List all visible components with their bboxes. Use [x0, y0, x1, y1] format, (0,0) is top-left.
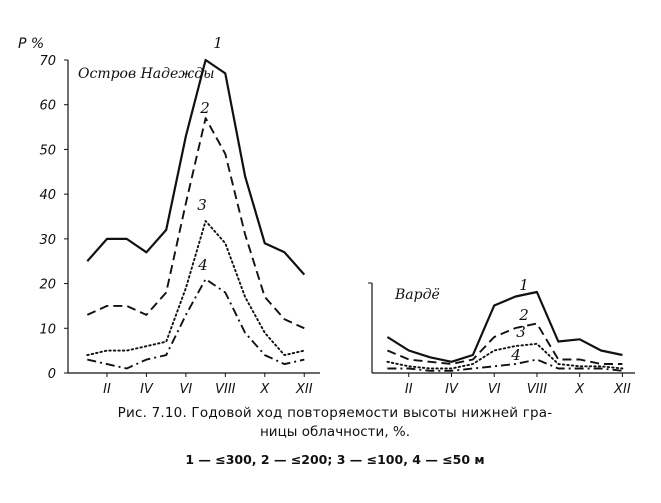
y-tick-label: 50 — [39, 143, 56, 158]
series-label-2: 2 — [199, 99, 210, 117]
x-tick-label: IV — [445, 382, 459, 397]
series-line-1 — [86, 58, 306, 276]
y-tick-label: 20 — [39, 278, 56, 293]
series-line-4 — [87, 278, 305, 370]
caption-legend: 1 — ≤300, 2 — ≤200; 3 — ≤100, 4 — ≤50 м — [185, 452, 485, 467]
series-label-4: 4 — [510, 346, 521, 364]
left-panel-nadezhdy: 0 10 20 30 40 50 60 70 P % II IV VI VIII X XII Остров Н… — [18, 34, 320, 397]
x-tick-label: X — [574, 382, 585, 397]
right-panel-varde: II IV VI VIII X XII Вардё 1 23 4 — [368, 276, 635, 397]
series-label-1: 1 — [519, 276, 529, 294]
caption-line-2: ницы облачности, %. — [259, 424, 411, 440]
series-line-1 — [386, 290, 623, 363]
x-tick-label: VI — [180, 382, 193, 397]
y-tick-label: 70 — [39, 54, 56, 69]
x-tick-label: II — [405, 382, 413, 397]
series-label-4: 4 — [197, 256, 208, 274]
x-tick-label: II — [103, 382, 111, 397]
x-tick-label: VIII — [215, 382, 236, 397]
x-tick-label: XII — [295, 382, 313, 397]
series-label-3: 3 — [197, 196, 207, 214]
series-line-3 — [86, 220, 306, 357]
y-tick-label: 0 — [48, 367, 56, 382]
x-tick-label: VIII — [527, 382, 548, 397]
x-tick-label: X — [259, 382, 270, 397]
series-label-1: 1 — [213, 34, 223, 52]
y-tick-label: 40 — [39, 188, 56, 203]
series-line-2 — [86, 117, 305, 330]
x-tick-label: XII — [613, 382, 631, 397]
series-line-2 — [387, 322, 623, 365]
y-tick-label: 10 — [39, 322, 56, 337]
panel-title: Вардё — [394, 287, 440, 303]
series-label-2: 2 — [518, 306, 529, 324]
y-tick-label: 30 — [39, 233, 56, 248]
series-line-3 — [386, 342, 624, 370]
series-line-4 — [387, 358, 623, 372]
y-axis-label: P % — [18, 36, 44, 52]
series-label-3: 3 — [516, 323, 526, 341]
panel-title: Остров Надежды — [78, 66, 215, 82]
x-tick-label: IV — [140, 382, 154, 397]
x-tick-label: VI — [488, 382, 501, 397]
caption-line-1: Рис. 7.10. Годовой ход повторяемости выс… — [117, 405, 553, 421]
y-tick-label: 60 — [39, 99, 56, 114]
